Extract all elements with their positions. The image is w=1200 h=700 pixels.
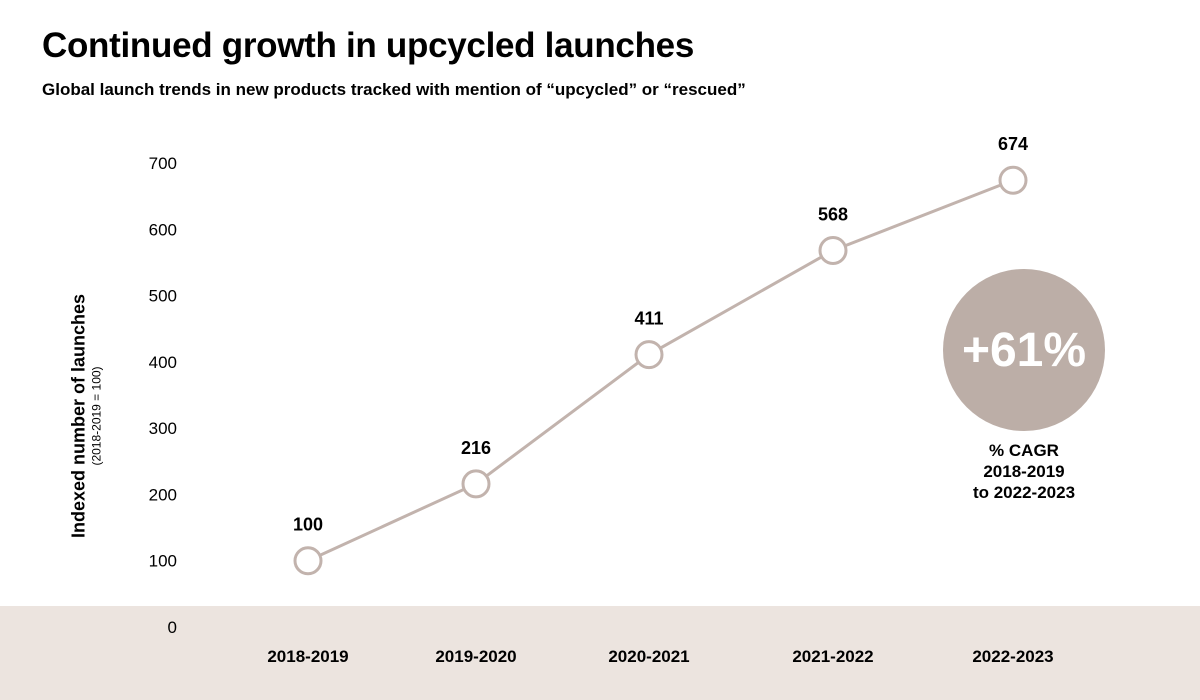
x-tick-label: 2018-2019 [267,647,348,666]
cagr-badge: +61% [943,269,1105,431]
cagr-caption-line: 2018-2019 [983,462,1065,481]
y-tick-label: 100 [149,552,177,571]
x-tick-label: 2021-2022 [792,647,873,666]
data-label: 674 [998,134,1028,154]
data-point [998,165,1028,195]
x-tick-label: 2019-2020 [435,647,516,666]
x-tick-label: 2022-2023 [972,647,1053,666]
y-tick-label: 0 [168,618,177,637]
cagr-caption: % CAGR 2018-2019 to 2022-2023 [924,440,1124,503]
chart-title: Continued growth in upcycled launches [42,26,695,65]
data-label: 568 [818,204,848,224]
y-tick-label: 400 [149,353,177,372]
x-axis-band [0,606,1200,700]
y-tick-label: 500 [149,287,177,306]
x-tick-label: 2020-2021 [608,647,689,666]
y-tick-label: 600 [149,220,177,239]
data-point [293,546,323,576]
data-point [461,469,491,499]
data-label: 411 [634,309,663,329]
data-point [634,340,664,370]
data-label: 216 [461,438,491,458]
data-label: 100 [293,515,323,535]
data-point [818,235,848,265]
series-line [307,178,1014,563]
chart-subtitle: Global launch trends in new products tra… [42,80,746,99]
y-tick-label: 700 [149,154,177,173]
cagr-caption-line: % CAGR [989,441,1059,460]
y-tick-label: 300 [149,419,177,438]
y-tick-label: 200 [149,485,177,504]
cagr-caption-line: to 2022-2023 [972,483,1076,502]
